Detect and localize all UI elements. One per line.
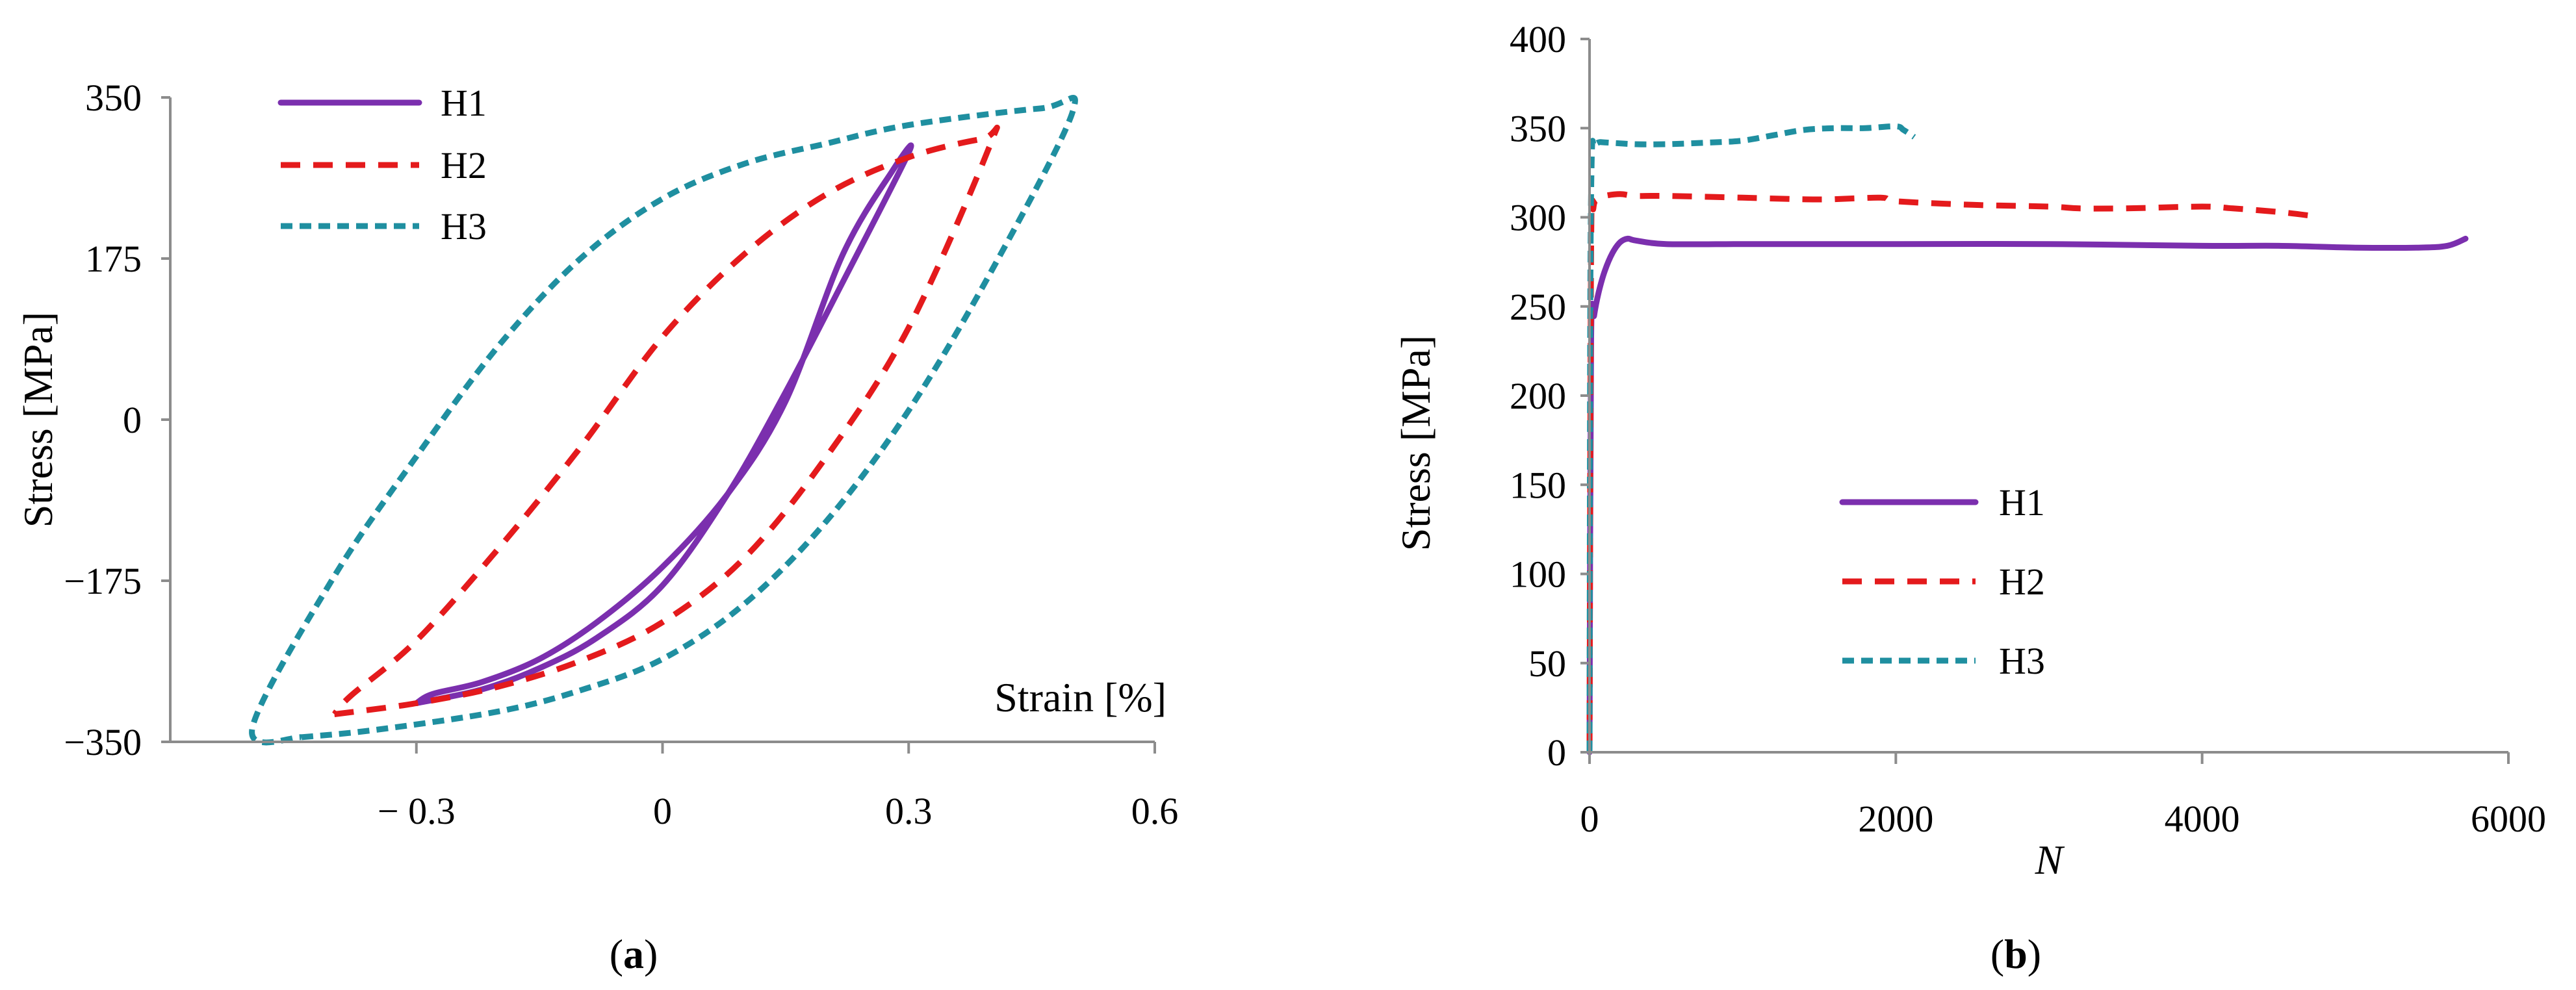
panel-a-y-tick-label: −350 [64,721,142,763]
panel-b-x-tick-label: 2000 [1858,798,1933,840]
panel-a-series-h1 [413,142,914,706]
panel-a-x-tick-label: 0.3 [885,790,933,832]
panel-b-y-tick-label: 400 [1510,18,1566,60]
panel-a-y-tick-label: −175 [64,560,142,602]
panel-b-legend-label-h3: H3 [1999,640,2045,682]
panel-b-y-tick-label: 350 [1510,107,1566,149]
panel-a-legend-label-h1: H1 [441,82,487,124]
panel-a-y-axis-label: Stress [MPa] [15,312,61,527]
panel-a-y-tick-label: 175 [85,238,142,280]
panel-b-y-tick-label: 300 [1510,197,1566,239]
panel-a-legend-label-h3: H3 [441,205,487,247]
panel-a-series-h3 [249,95,1078,746]
panel-a-caption: (a) [610,931,658,977]
panel-b-x-tick-label: 6000 [2471,798,2546,840]
panel-b-caption: (b) [1990,931,2041,977]
panel-b-x-tick-label: 0 [1580,798,1599,840]
panel-b-legend: H1 H2 H3 [1839,481,2045,682]
panel-b-y-tick-label: 250 [1510,286,1566,328]
panel-a-x-tick-label: 0.6 [1131,790,1179,832]
panel-a-y-tick-label: 350 [85,77,142,119]
panel-b-y-tick-label: 100 [1510,553,1566,596]
panel-b-y-tick-label: 150 [1510,464,1566,506]
panel-b-series-h2 [1586,191,2310,753]
panel-b-y-tick-label: 50 [1528,642,1566,685]
panel-b-legend-label-h2: H2 [1999,561,2045,603]
panel-a-series-group [249,95,1078,746]
panel-b-y-tick-label: 200 [1510,375,1566,417]
panel-a-legend: H1 H2 H3 [277,82,487,247]
panel-b-ticks: 0 2000 4000 6000 0 50 100 150 200 250 300 350 400 [1510,18,2546,840]
panel-a-y-tick-label: 0 [123,399,142,441]
panel-b-x-tick-label: 4000 [2165,798,2240,840]
panel-a: − 0.3 0 0.3 0.6 350 175 0 −175 −350 Stress [MPa]… [15,77,1178,977]
panel-a-x-tick-label: 0 [653,790,672,832]
panel-a-legend-label-h2: H2 [441,144,487,186]
panel-a-ticks: − 0.3 0 0.3 0.6 350 175 0 −175 −350 [64,77,1178,832]
panel-a-series-h2 [331,124,1000,717]
panel-a-x-axis-label: Strain [%] [994,674,1166,720]
panel-b: 0 2000 4000 6000 0 50 100 150 200 250 300 350 400 St… [1393,18,2546,977]
panel-b-y-axis-label: Stress [MPa] [1393,335,1439,551]
panel-b-legend-label-h1: H1 [1999,481,2045,524]
panel-a-x-tick-label: − 0.3 [378,790,456,832]
panel-b-y-tick-label: 0 [1547,731,1566,774]
panel-b-x-axis-label: N [2035,837,2065,883]
